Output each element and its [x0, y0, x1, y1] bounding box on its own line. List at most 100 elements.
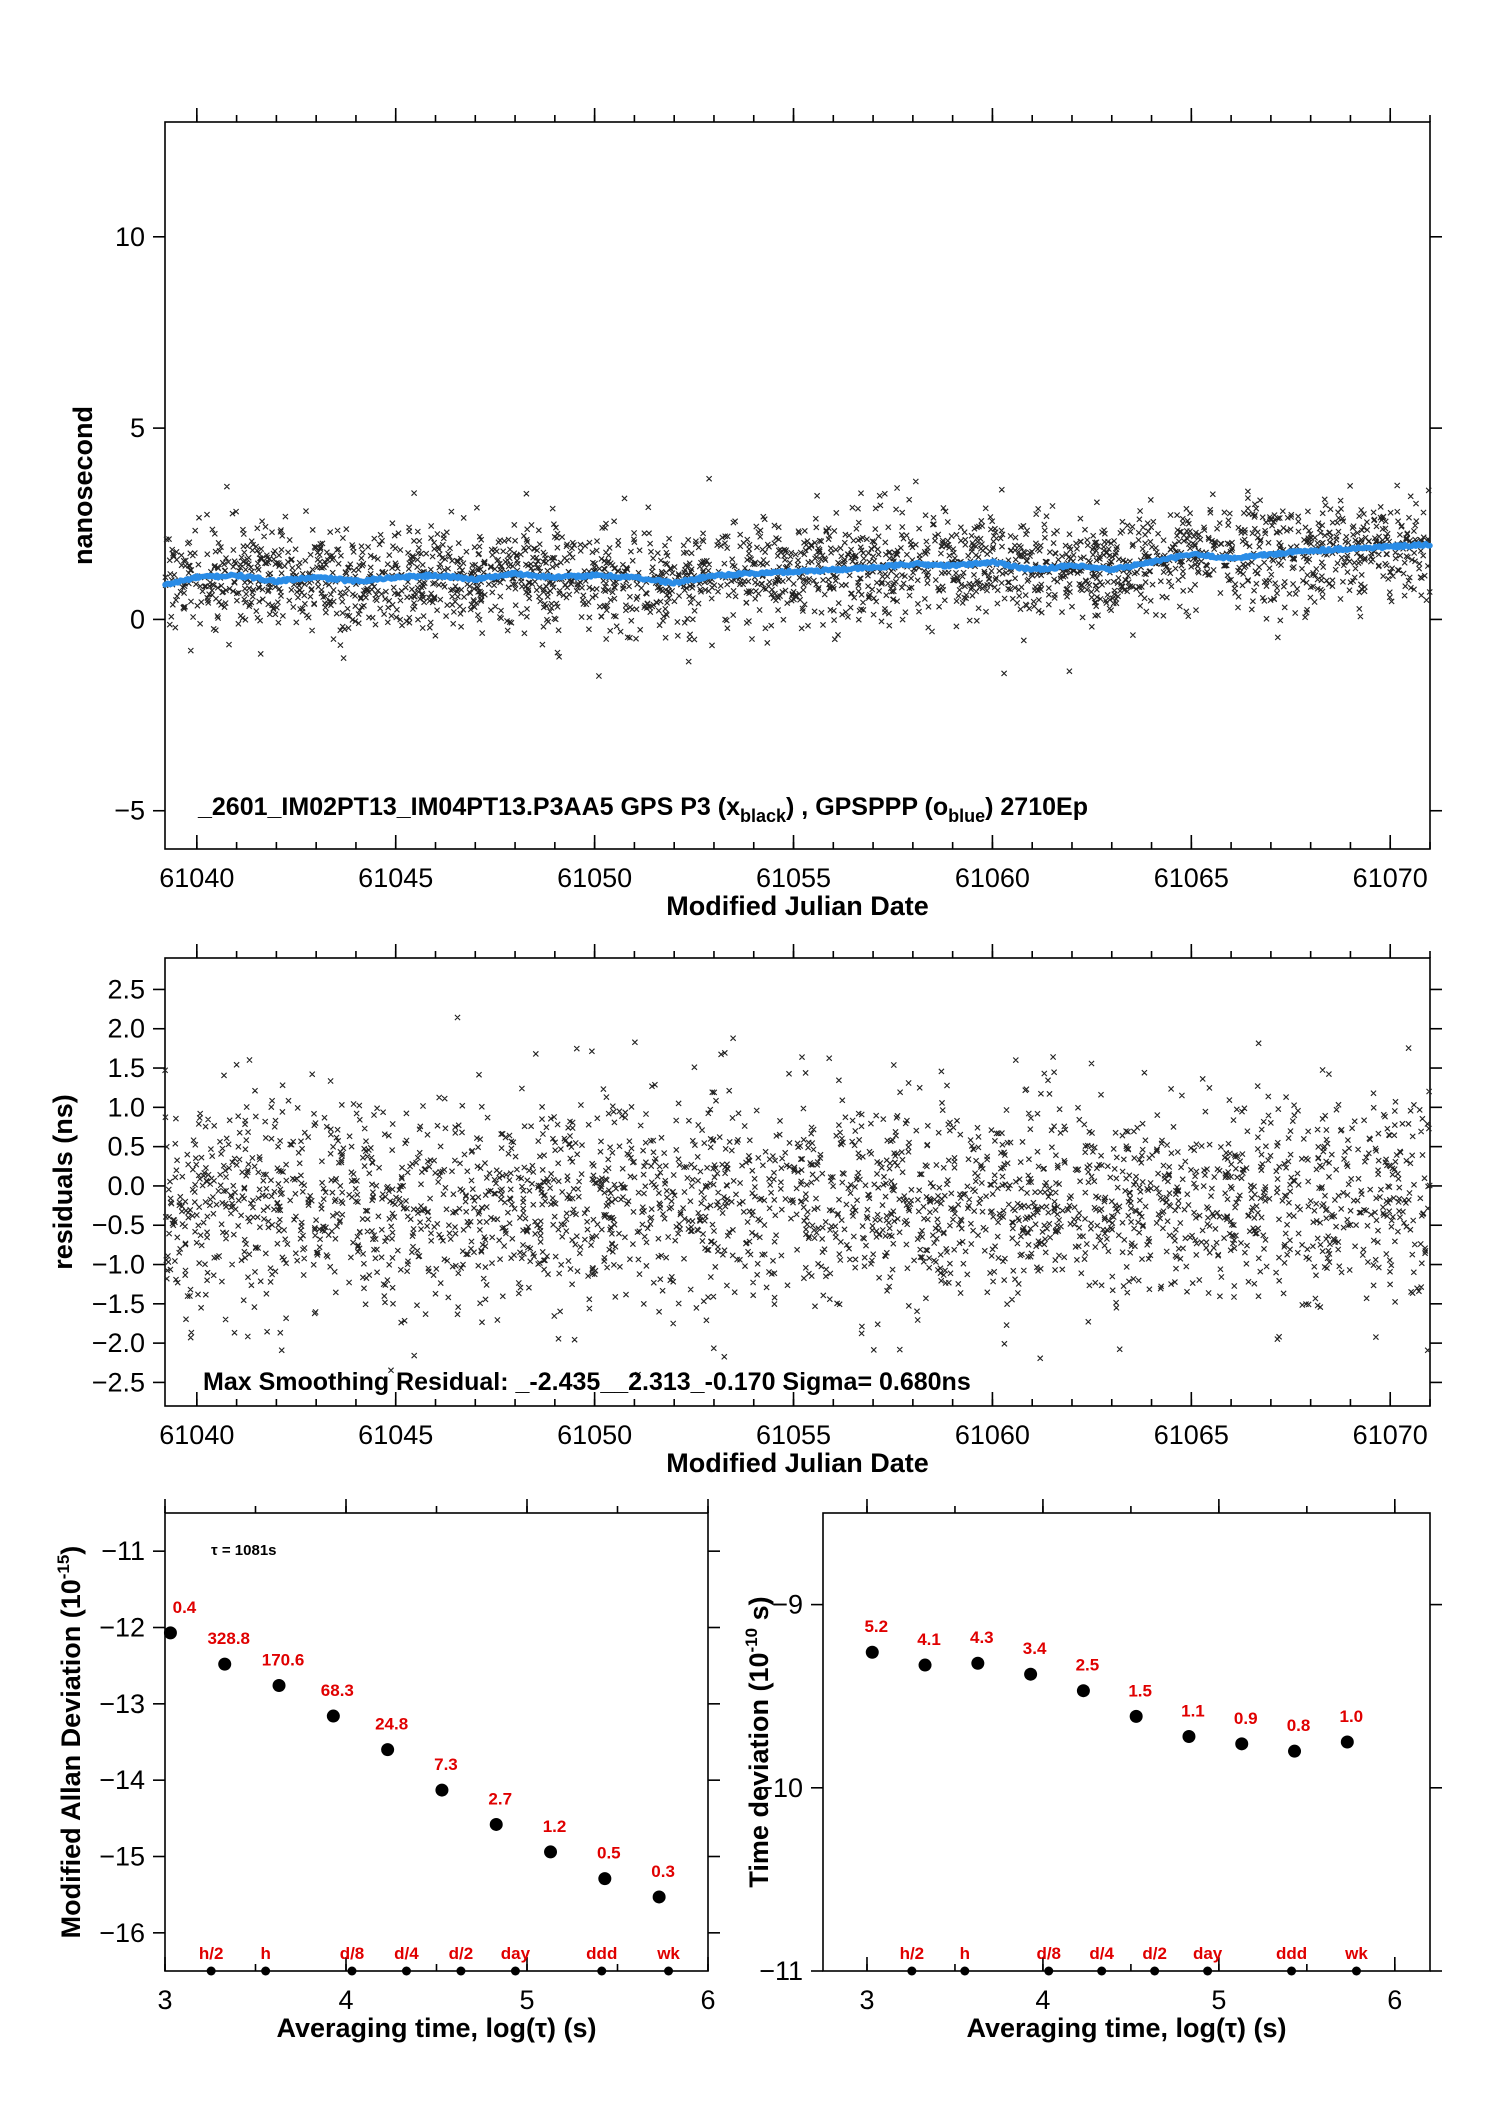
x-tick-label: 61055 [756, 863, 831, 893]
interval-marker-dot [960, 1966, 970, 1976]
x-tick-label: 6 [1387, 1985, 1402, 2015]
series-gpsppp [162, 540, 1433, 588]
deviation-point-label: 2.7 [488, 1789, 512, 1808]
interval-marker-dot [1351, 1966, 1361, 1976]
y-tick-labels: −2.5 −2.0 −1.5 −1.0 −0.5 0.0 0.5 1.0 1.5 2.0 2.5 [92, 974, 145, 1397]
deviation-point [435, 1783, 449, 1797]
y-tick-label: 1.0 [107, 1092, 145, 1122]
y-axis-title-prefix: Time deviation (10 [744, 1653, 774, 1888]
x-tick-labels: 61040 61045 61050 61055 61060 61065 61070 [159, 1420, 1427, 1450]
interval-marker-dot [907, 1966, 917, 1976]
interval-marker-label: wk [656, 1944, 680, 1963]
annotation-p3-sub: black [740, 806, 787, 826]
deviation-point-label: 5.2 [864, 1617, 888, 1636]
residual-points [162, 1014, 1433, 1378]
interval-marker-label: d/2 [449, 1944, 474, 1963]
x-tick-label: 6 [700, 1985, 715, 2015]
y-tick-label: 0 [130, 604, 145, 634]
deviation-point-label: 3.4 [1023, 1639, 1047, 1658]
x-tick-label: 4 [1035, 1985, 1050, 2015]
interval-marker-label: day [501, 1944, 531, 1963]
interval-marker-dot [1150, 1966, 1160, 1976]
panel-timeseries: 61040 61045 61050 61055 61060 61065 61070 −5 0 5 1… [68, 108, 1442, 921]
y-axis-title: nanosecond [68, 406, 98, 565]
interval-marker-dot [664, 1966, 674, 1976]
deviation-point [1235, 1737, 1249, 1751]
series-annotation: _2601_IM02PT13_IM04PT13.P3AA5 GPS P3 (xb… [197, 793, 1088, 826]
annotation-ppp-suffix: ) [985, 793, 993, 821]
x-tick-label: 61065 [1154, 1420, 1229, 1450]
x-tick-label: 61070 [1353, 1420, 1428, 1450]
interval-marker-dot [1287, 1966, 1297, 1976]
x-tick-label: 61070 [1353, 863, 1428, 893]
series-residuals [162, 1014, 1433, 1378]
x-tick-labels: 3 4 5 6 [157, 1985, 715, 2015]
deviation-point-label: 7.3 [434, 1755, 458, 1774]
y-axis-title: residuals (ns) [48, 1094, 78, 1270]
y-axis-title-suffix: s) [744, 1596, 774, 1628]
y-tick-label: −16 [99, 1918, 145, 1948]
y-axis-title: Time deviation (10-10 s) [742, 1596, 774, 1887]
y-tick-label: −0.5 [92, 1210, 145, 1240]
deviation-point [163, 1626, 177, 1640]
deviation-points: 0.4 328.8 170.6 68.3 24.8 7.3 2.7 1.2 0.5 0.3 [163, 1598, 675, 1904]
deviation-point-label: 0.4 [173, 1598, 197, 1617]
deviation-point-label: 68.3 [321, 1681, 354, 1700]
interval-markers: h/2 h d/8 d/4 d/2 day ddd wk [199, 1944, 680, 1976]
x-tick-label: 3 [157, 1985, 172, 2015]
interval-marker-label: d/8 [340, 1944, 365, 1963]
annotation-p3-prefix: GPS P3 (x [620, 793, 740, 821]
annotation-gap2 [808, 793, 815, 821]
interval-marker-label: wk [1344, 1944, 1368, 1963]
y-tick-labels: −5 0 5 10 [114, 222, 145, 826]
residual-annotation: Max Smoothing Residual: _-2.435__2.313_-… [203, 1368, 971, 1396]
x-tick-label: 61050 [557, 1420, 632, 1450]
deviation-point-label: 1.5 [1128, 1681, 1152, 1700]
panel-modified-allan-deviation: 3 4 5 6 −16 −15 −14 −13 −12 −11 h/2 h d/8 d/4 d/2 day dd… [54, 1499, 720, 2043]
deviation-point-label: 4.3 [970, 1628, 994, 1647]
annotation-p3-suffix: ) , [786, 793, 808, 821]
panel-time-deviation: 3 4 5 6 −11 −10 −9 h/2 h d/8 d/4 d/2 day ddd wk 5.2 4.1 4… [742, 1499, 1442, 2043]
interval-marker-label: h [960, 1944, 970, 1963]
y-tick-label: −9 [772, 1590, 803, 1620]
tau-annotation: τ = 1081s [211, 1542, 277, 1559]
deviation-point-label: 0.9 [1234, 1709, 1258, 1728]
x-tick-label: 5 [519, 1985, 534, 2015]
deviation-point-label: 1.1 [1181, 1702, 1205, 1721]
y-axis-title-exponent: -15 [54, 1555, 73, 1580]
interval-marker-label: h/2 [199, 1944, 224, 1963]
y-tick-label: −14 [99, 1765, 145, 1795]
deviation-point [1129, 1709, 1143, 1723]
gps-p3-points [162, 475, 1433, 679]
annotation-file: _2601_IM02PT13_IM04PT13.P3AA5 [197, 793, 614, 821]
interval-marker-dot [261, 1966, 271, 1976]
x-tick-label: 5 [1211, 1985, 1226, 2015]
interval-marker-label: d/4 [394, 1944, 419, 1963]
y-tick-label: 5 [130, 413, 145, 443]
y-tick-label: −1.0 [92, 1250, 145, 1280]
y-tick-label: −13 [99, 1689, 145, 1719]
deviation-points: 5.2 4.1 4.3 3.4 2.5 1.5 1.1 0.9 0.8 1.0 [864, 1617, 1363, 1758]
plot-frame [164, 1512, 709, 1972]
x-tick-label: 61060 [955, 1420, 1030, 1450]
x-tick-label: 61065 [1154, 863, 1229, 893]
x-axis-title: Modified Julian Date [666, 891, 929, 921]
interval-marker-label: h [260, 1944, 270, 1963]
interval-marker-label: h/2 [900, 1944, 925, 1963]
plot-frame [822, 1512, 1431, 1972]
y-axis-title-prefix: Modified Allan Deviation (10 [56, 1579, 86, 1938]
deviation-point [1182, 1730, 1196, 1744]
deviation-point [598, 1872, 612, 1886]
annotation-ppp-prefix: GPSPPP (o [815, 793, 948, 821]
deviation-point [544, 1845, 558, 1859]
y-tick-label: −11 [101, 1536, 145, 1566]
panel-residuals: 61040 61045 61050 61055 61060 61065 61070−2.5−… [48, 944, 1442, 1478]
x-tick-label: 61055 [756, 1420, 831, 1450]
deviation-point-label: 328.8 [207, 1629, 250, 1648]
deviation-point-label: 24.8 [375, 1715, 408, 1734]
interval-marker-dot [597, 1966, 607, 1976]
deviation-point [918, 1658, 932, 1672]
x-axis-title: Averaging time, log(τ) (s) [276, 2013, 596, 2043]
deviation-point [1340, 1735, 1354, 1749]
